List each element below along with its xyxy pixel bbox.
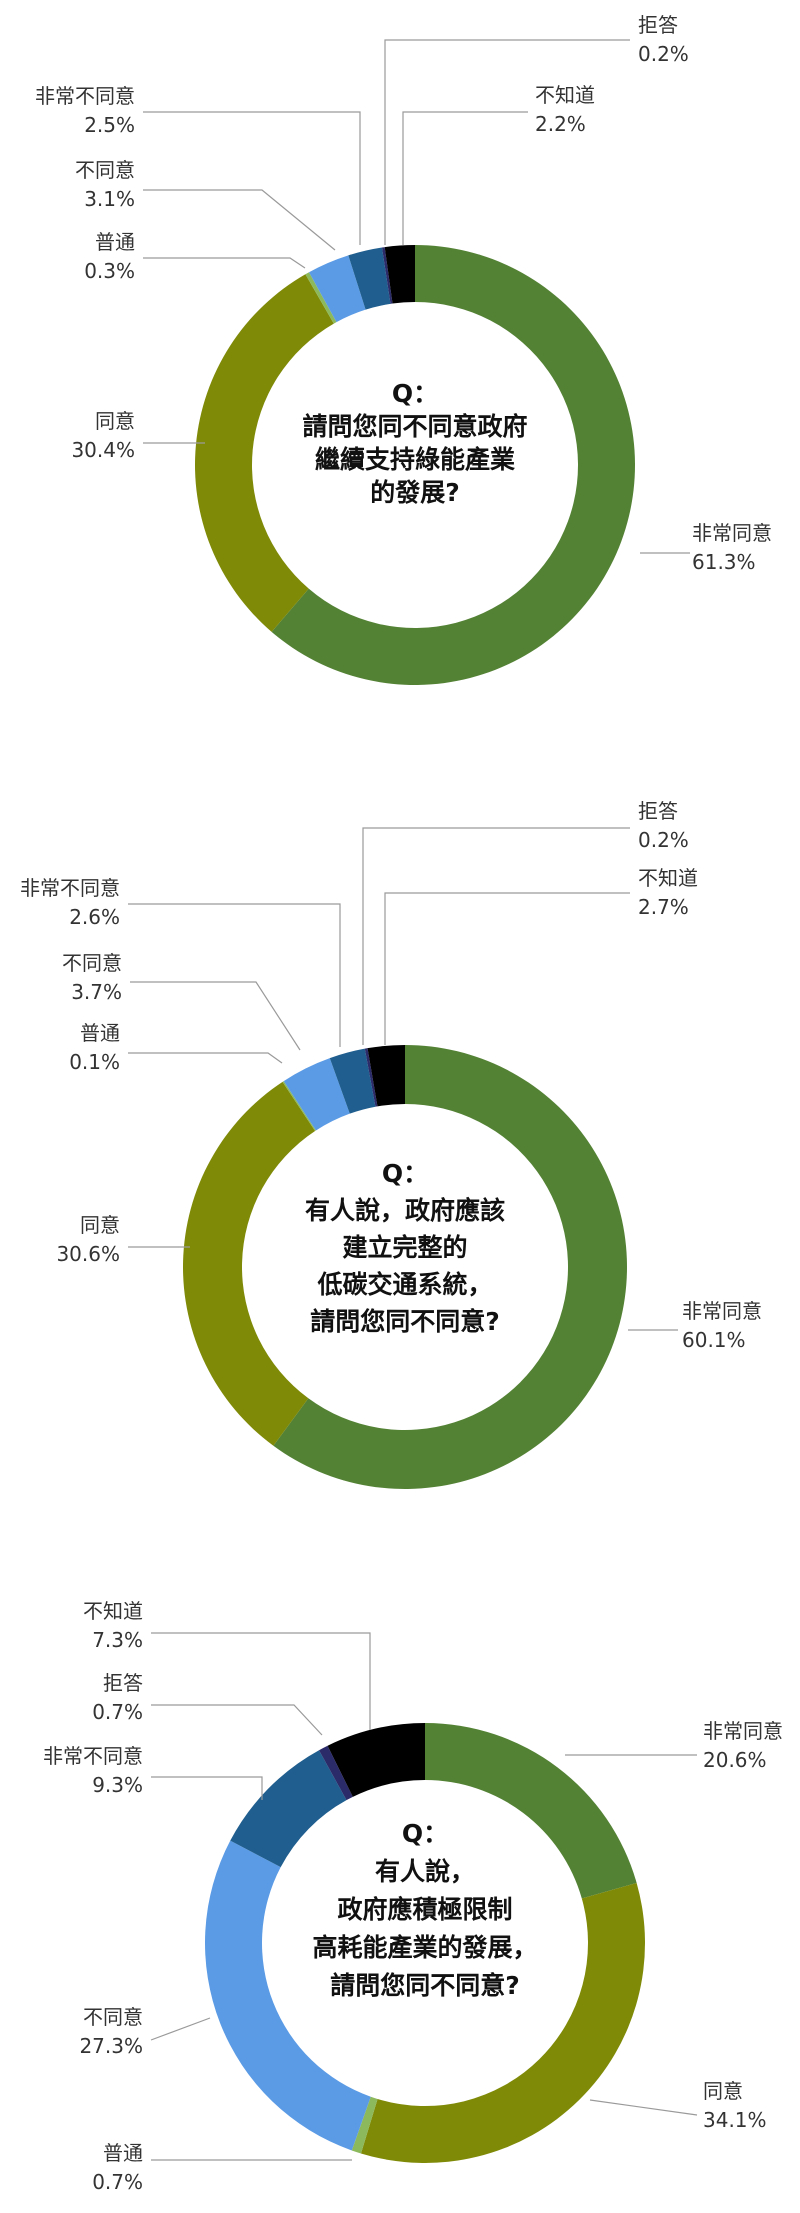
slice-neutral [282, 1081, 316, 1132]
slice-dont-know [367, 1045, 405, 1107]
leader-line-refused [384, 39, 630, 245]
slice-label-refused: 拒答 [638, 799, 678, 823]
slice-value-dont-know: 2.2% [535, 112, 586, 136]
question-text-line: 的發展? [370, 478, 460, 507]
slice-agree [195, 274, 334, 632]
question-text-line: 政府應積極限制 [337, 1895, 512, 1924]
slice-agree [183, 1081, 316, 1446]
slice-label-refused: 拒答 [103, 1671, 143, 1695]
slice-strongly-disagree [348, 247, 391, 310]
slice-label-strongly-disagree: 非常不同意 [43, 1744, 143, 1768]
slice-value-strongly-disagree: 9.3% [92, 1773, 143, 1797]
slice-label-disagree: 不同意 [62, 951, 122, 975]
slice-label-strongly-disagree: 非常不同意 [20, 876, 120, 900]
slice-disagree [204, 1840, 371, 2151]
slice-refused [319, 1745, 353, 1801]
slice-neutral [351, 2096, 378, 2154]
leader-line-disagree [143, 189, 336, 251]
slice-value-strongly-agree: 60.1% [682, 1328, 746, 1352]
slice-value-strongly-disagree: 2.6% [69, 905, 120, 929]
slice-strongly-agree [271, 245, 635, 685]
slice-label-agree: 同意 [703, 2079, 743, 2103]
leader-line-disagree [130, 981, 301, 1051]
leader-line-neutral [128, 1052, 283, 1064]
slice-value-refused: 0.2% [638, 828, 689, 852]
slice-strongly-disagree [230, 1750, 347, 1868]
slice-value-refused: 0.7% [92, 1700, 143, 1724]
slice-label-dont-know: 不知道 [83, 1599, 143, 1623]
slice-label-disagree: 不同意 [75, 158, 135, 182]
question-text-line: 請問您同不同意? [310, 1307, 500, 1336]
slice-agree [360, 1882, 645, 2163]
slice-label-refused: 拒答 [638, 13, 678, 37]
leader-line-agree [589, 2099, 698, 2116]
slice-dont-know [384, 245, 415, 304]
slice-value-neutral: 0.7% [92, 2170, 143, 2194]
leader-line-neutral [143, 257, 306, 269]
slice-label-strongly-agree: 非常同意 [692, 521, 772, 545]
slice-strongly-agree [425, 1723, 637, 1899]
slice-value-disagree: 3.7% [71, 980, 122, 1004]
slice-strongly-disagree [329, 1048, 376, 1114]
slice-value-refused: 0.2% [638, 42, 689, 66]
slice-value-agree: 30.4% [71, 438, 135, 462]
slice-value-agree: 30.6% [56, 1242, 120, 1266]
slice-value-neutral: 0.3% [84, 259, 135, 283]
leader-line-strongly-disagree [143, 111, 361, 245]
slice-label-dont-know: 不知道 [535, 83, 595, 107]
question-text-line: 請問您同不同意政府 [302, 412, 527, 441]
slice-label-strongly-agree: 非常同意 [682, 1299, 762, 1323]
slice-value-disagree: 3.1% [84, 187, 135, 211]
slice-disagree [309, 255, 366, 323]
slice-label-neutral: 普通 [103, 2141, 143, 2165]
slice-value-strongly-agree: 20.6% [703, 1748, 767, 1772]
slice-label-neutral: 普通 [95, 230, 135, 254]
slice-label-strongly-disagree: 非常不同意 [35, 84, 135, 108]
question-marker: Q： [402, 1819, 448, 1848]
leader-line-dont-know [151, 1632, 371, 1730]
slice-value-dont-know: 7.3% [92, 1628, 143, 1652]
leader-line-disagree [150, 2017, 211, 2041]
slice-refused [381, 247, 393, 304]
question-marker: Q： [392, 379, 438, 408]
question-text-line: 請問您同不同意? [330, 1971, 520, 2000]
donut-chart-1: 非常同意 61.3% 同意 30.4% 普通 0.3% 不同意 3.1% 非常不同意 2.5% 拒答… [35, 13, 772, 685]
donut-chart-3: 非常同意 20.6% 同意 34.1% 普通 0.7% 不同意 27.3% 非常不同意 9.3% 拒… [43, 1599, 783, 2194]
question-text-line: 繼續支持綠能產業 [315, 445, 515, 474]
donut-chart-2: 非常同意 60.1% 同意 30.6% 普通 0.1% 不同意 3.7% 非常不同意 2.6% 拒答… [20, 799, 762, 1489]
question-text-line: 高耗能產業的發展， [312, 1933, 537, 1962]
leader-line-strongly-disagree [128, 903, 341, 1047]
leader-line-strongly-disagree [151, 1776, 263, 1800]
slice-refused [364, 1048, 378, 1107]
slice-dont-know [327, 1723, 425, 1797]
slice-value-dont-know: 2.7% [638, 895, 689, 919]
question-marker: Q： [382, 1159, 428, 1188]
slice-value-agree: 34.1% [703, 2108, 767, 2132]
slice-disagree [283, 1058, 350, 1131]
slice-value-disagree: 27.3% [79, 2034, 143, 2058]
slice-neutral [305, 272, 337, 324]
question-text-line: 低碳交通系統， [316, 1270, 492, 1299]
slice-value-strongly-disagree: 2.5% [84, 113, 135, 137]
question-text-line: 建立完整的 [342, 1233, 467, 1262]
slice-label-agree: 同意 [95, 409, 135, 433]
question-text-line: 有人說，政府應該 [305, 1196, 505, 1225]
leader-line-dont-know [384, 892, 630, 1045]
leader-line-refused [151, 1704, 323, 1736]
slice-value-neutral: 0.1% [69, 1050, 120, 1074]
slice-strongly-agree [273, 1045, 627, 1489]
slice-label-disagree: 不同意 [83, 2005, 143, 2029]
slice-value-strongly-agree: 61.3% [692, 550, 756, 574]
slice-label-dont-know: 不知道 [638, 866, 698, 890]
leader-line-refused [362, 827, 630, 1045]
slice-label-neutral: 普通 [80, 1021, 120, 1045]
question-text-line: 有人說， [375, 1857, 475, 1886]
slice-label-strongly-agree: 非常同意 [703, 1719, 783, 1743]
slice-label-agree: 同意 [80, 1213, 120, 1237]
leader-line-dont-know [402, 111, 528, 245]
